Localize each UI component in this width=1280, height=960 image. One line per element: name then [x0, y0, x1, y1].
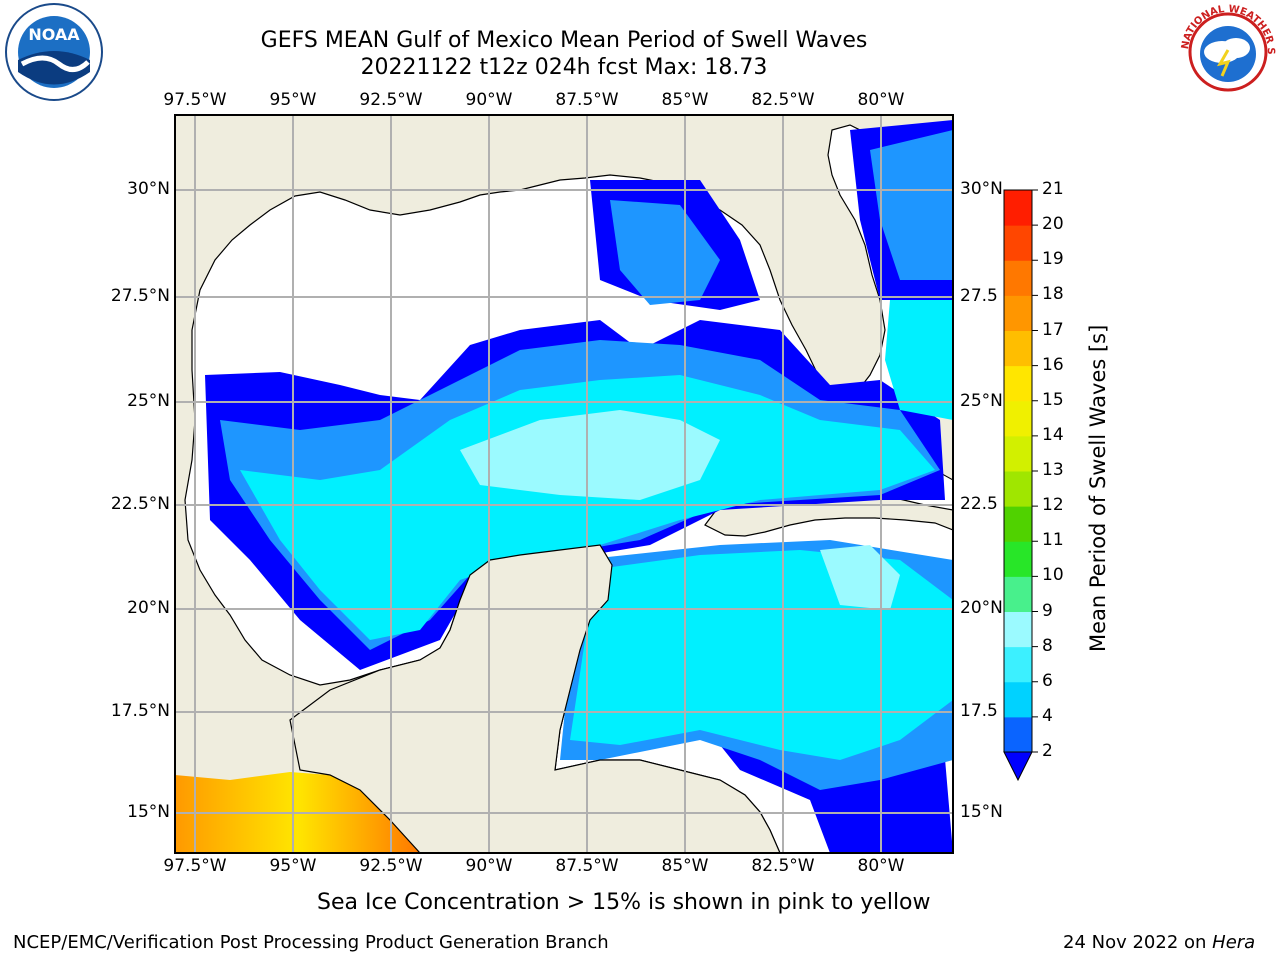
colorbar-segment	[1004, 471, 1032, 507]
colorbar-tick-label: 20	[1042, 214, 1064, 235]
colorbar-title: Mean Period of Swell Waves [s]	[1086, 324, 1110, 652]
lat-label-left: 17.5°N	[110, 701, 170, 721]
colorbar-segment	[1004, 295, 1032, 331]
lat-label-right: 15°N	[960, 802, 1003, 822]
colorbar-tick-label: 9	[1042, 600, 1053, 621]
footer-date-text: 24 Nov 2022 on	[1063, 932, 1213, 953]
colorbar	[1003, 189, 1038, 782]
footer-host: Hera	[1212, 932, 1256, 953]
colorbar-segment	[1004, 190, 1032, 226]
colorbar-tick-label: 16	[1042, 354, 1064, 375]
footer-date: 24 Nov 2022 on Hera	[1063, 932, 1255, 953]
colorbar-under-triangle	[1003, 751, 1033, 782]
lon-label-bottom: 95°W	[269, 856, 317, 876]
lon-label-bottom: 82.5°W	[751, 856, 815, 876]
lon-label-bottom: 85°W	[661, 856, 709, 876]
colorbar-segment	[1004, 225, 1032, 261]
lon-label-top: 80°W	[857, 90, 905, 110]
colorbar-segment	[1004, 541, 1032, 577]
colorbar-segment	[1004, 260, 1032, 296]
lon-label-top: 97.5°W	[163, 90, 227, 110]
swell-4-6s-east	[610, 200, 720, 305]
swell-6-8s-atlantic	[885, 300, 953, 420]
colorbar-segment	[1004, 365, 1032, 402]
colorbar-segment	[1004, 506, 1032, 542]
lat-label-right: 17.5	[960, 701, 998, 721]
colorbar-segment	[1004, 716, 1032, 753]
colorbar-tick-label: 6	[1042, 670, 1053, 691]
chart-title: GEFS MEAN Gulf of Mexico Mean Period of …	[260, 28, 868, 53]
colorbar-segment	[1004, 435, 1032, 472]
colorbar-tick-label: 8	[1042, 635, 1053, 656]
noaa-logo-text: NOAA	[28, 25, 80, 44]
footer-org: NCEP/EMC/Verification Post Processing Pr…	[13, 932, 609, 953]
lon-label-top: 87.5°W	[555, 90, 619, 110]
lon-label-top: 85°W	[661, 90, 709, 110]
lon-label-bottom: 87.5°W	[555, 856, 619, 876]
sea-ice-note: Sea Ice Concentration > 15% is shown in …	[317, 890, 931, 915]
lon-label-bottom: 97.5°W	[163, 856, 227, 876]
colorbar-segment	[1004, 400, 1032, 437]
colorbar-tick-label: 18	[1042, 284, 1064, 305]
colorbar-tick-label: 21	[1042, 179, 1064, 199]
colorbar-tick-label: 10	[1042, 565, 1064, 586]
lon-label-top: 92.5°W	[359, 90, 423, 110]
colorbar-tick-label: 13	[1042, 460, 1064, 480]
colorbar-tick-label: 11	[1042, 530, 1064, 551]
colorbar-tick-label: 17	[1042, 319, 1064, 340]
colorbar-segment	[1004, 681, 1032, 718]
lon-label-bottom: 90°W	[465, 856, 513, 876]
lat-label-right: 27.5	[960, 286, 998, 306]
lat-label-left: 15°N	[127, 802, 170, 822]
colorbar-segment	[1004, 576, 1032, 612]
lat-label-right: 20°N	[960, 598, 1003, 618]
swell-4-6s-atl	[870, 130, 953, 280]
map-frame	[174, 114, 954, 854]
lon-label-top: 82.5°W	[751, 90, 815, 110]
colorbar-tick-label: 4	[1042, 705, 1053, 726]
lat-label-right: 30°N	[960, 179, 1003, 199]
lat-label-right: 22.5	[960, 494, 998, 514]
colorbar-tick-label: 14	[1042, 424, 1064, 445]
lat-label-left: 27.5°N	[110, 286, 170, 306]
colorbar-tick-label: 2	[1042, 741, 1053, 761]
colorbar-segment	[1004, 330, 1032, 367]
lon-label-bottom: 92.5°W	[359, 856, 423, 876]
chart-subtitle: 20221122 t12z 024h fcst Max: 18.73	[360, 55, 768, 80]
lat-label-left: 30°N	[127, 179, 170, 199]
nws-logo: NATIONAL WEATHER SERVICE	[1178, 2, 1276, 92]
colorbar-segment	[1004, 646, 1032, 683]
lon-label-bottom: 80°W	[857, 856, 905, 876]
lat-label-left: 25°N	[127, 391, 170, 411]
graticule	[175, 115, 953, 853]
land-yucatan	[289, 544, 781, 853]
colorbar-segment	[1004, 611, 1032, 648]
colorbar-tick-label: 15	[1042, 389, 1064, 410]
lat-label-left: 22.5°N	[110, 494, 170, 514]
noaa-logo: NOAA	[5, 3, 103, 101]
lat-label-right: 25°N	[960, 391, 1003, 411]
colorbar-tick-label: 12	[1042, 495, 1064, 516]
lat-label-left: 20°N	[127, 598, 170, 618]
lon-label-top: 95°W	[269, 90, 317, 110]
colorbar-tick-label: 19	[1042, 249, 1064, 270]
lon-label-top: 90°W	[465, 90, 513, 110]
swell-8-9s-core	[460, 410, 720, 500]
